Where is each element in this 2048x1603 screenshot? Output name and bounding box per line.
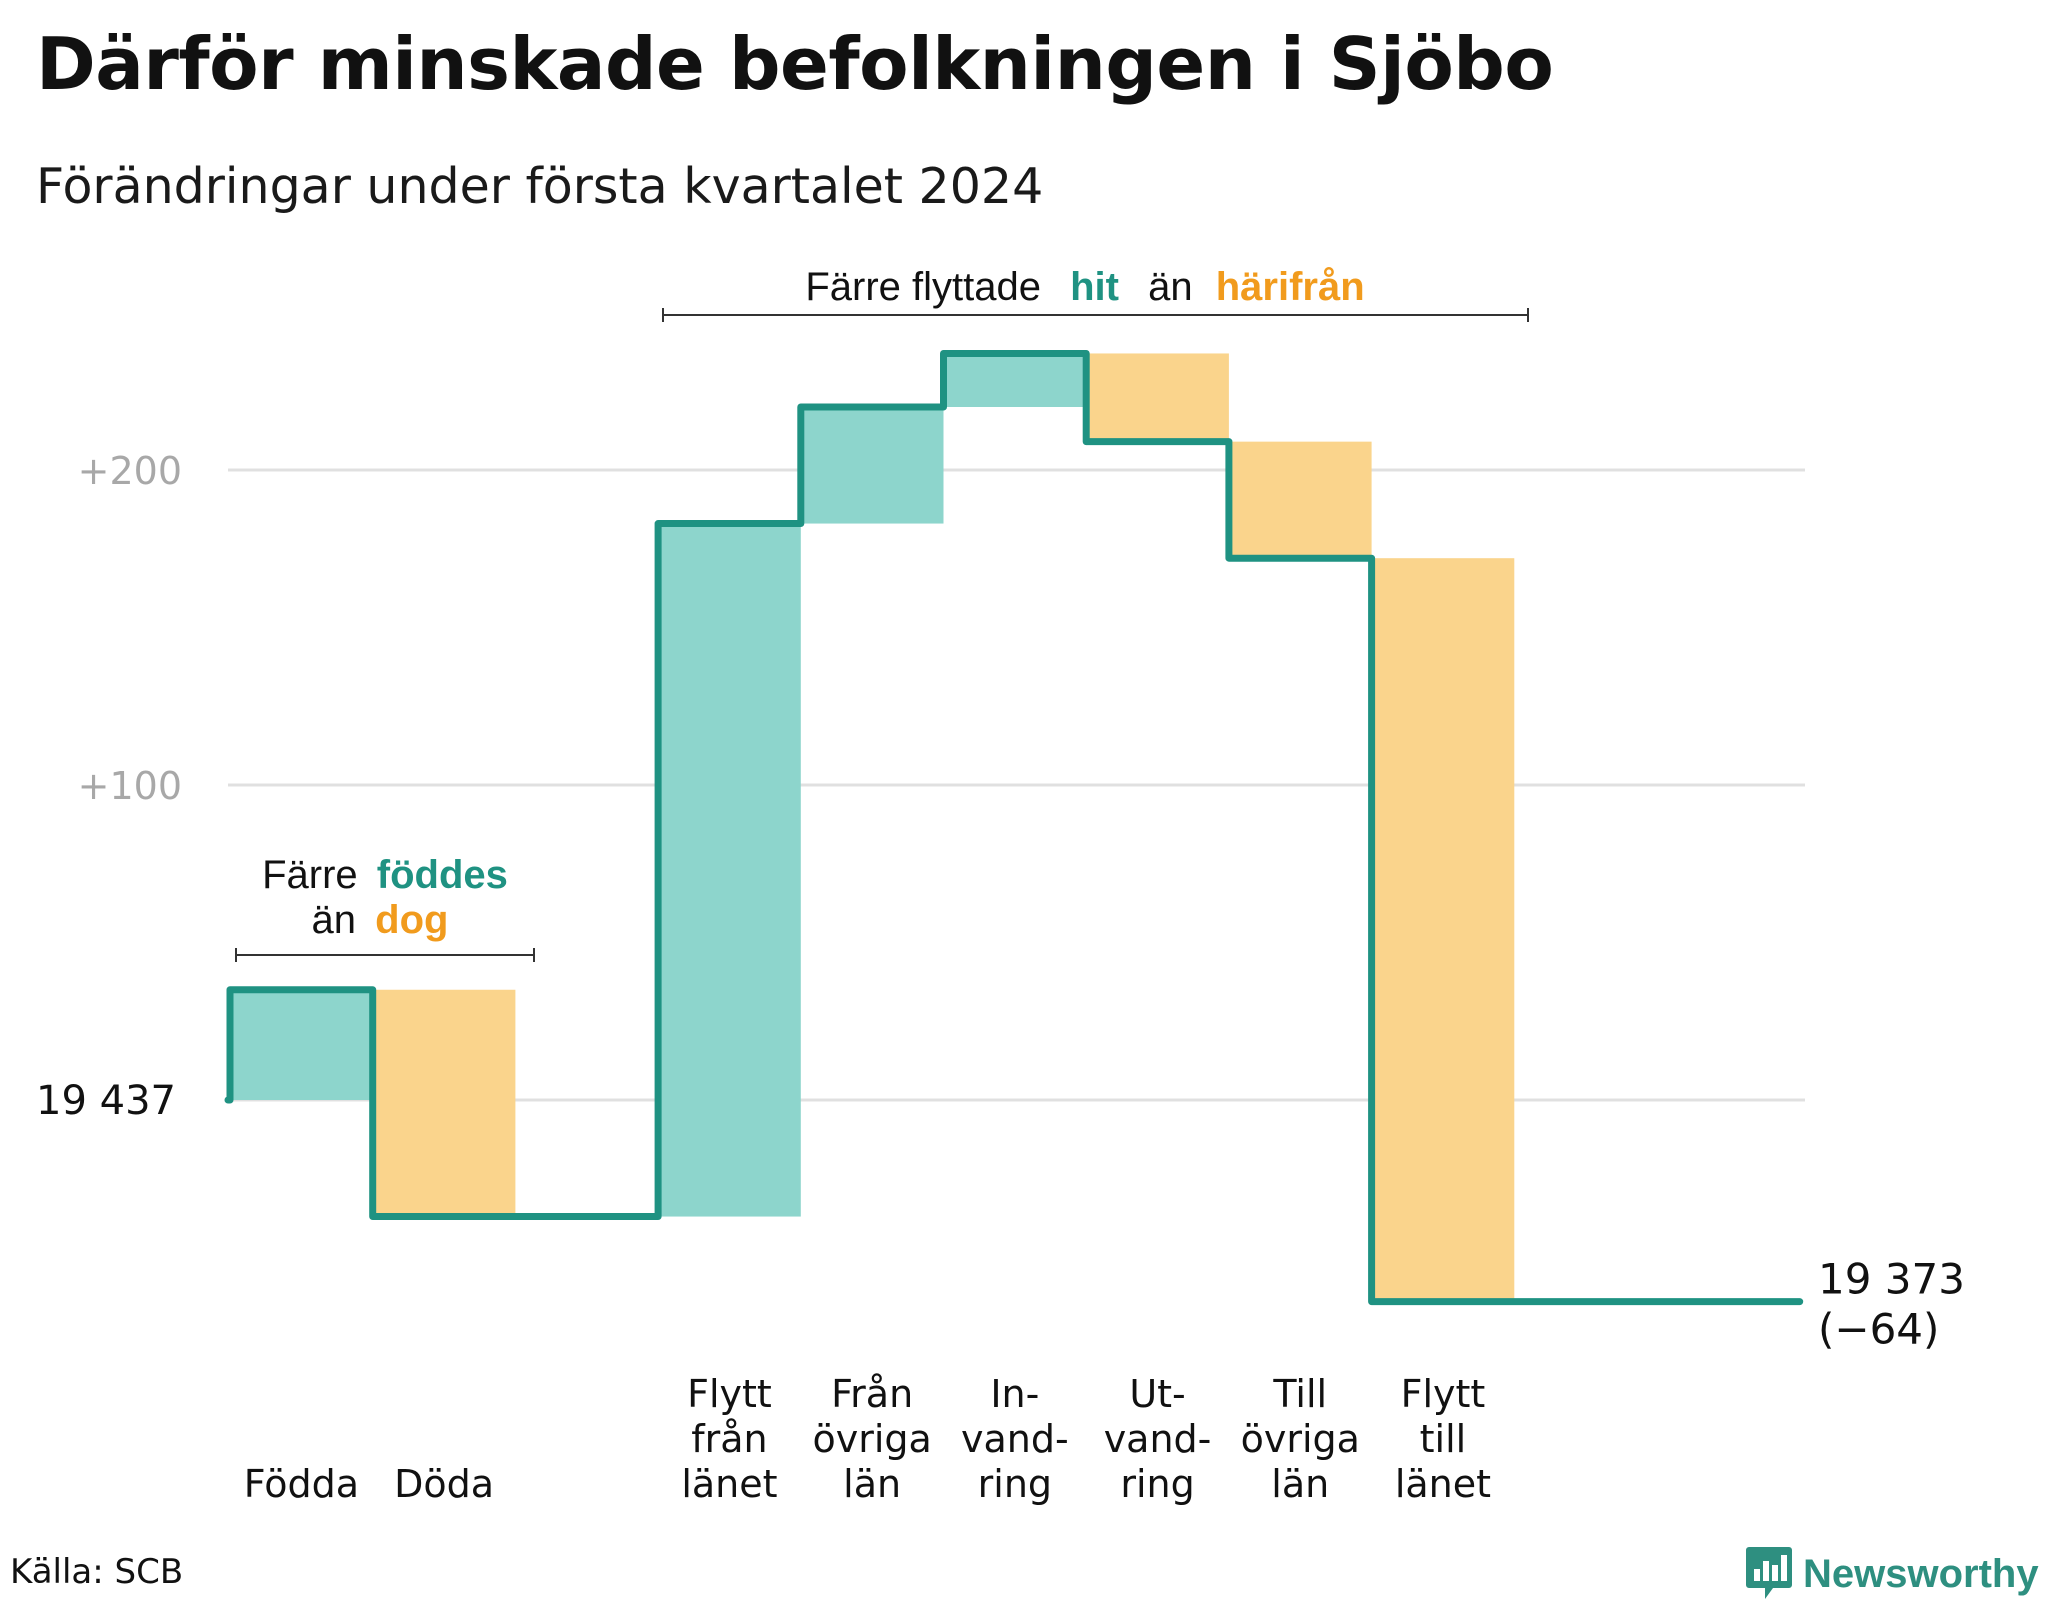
x-category-label: Till [1272, 1372, 1327, 1416]
x-category-label: vand- [961, 1417, 1069, 1461]
brand-logo: Newsworthy [1745, 1545, 2039, 1603]
end-change-label: (−64) [1818, 1305, 1939, 1354]
x-category-label: In- [990, 1372, 1039, 1416]
chart-subtitle: Förändringar under första kvartalet 2024 [36, 158, 1044, 215]
x-category-label: vand- [1104, 1417, 1212, 1461]
decrease-bar [372, 989, 516, 1217]
x-category-label: Flytt [687, 1372, 772, 1416]
x-category-label: Födda [244, 1462, 359, 1506]
x-category-label: Döda [394, 1462, 494, 1506]
cumulative-step-line [224, 349, 1804, 1306]
x-category-label: Ut- [1129, 1372, 1185, 1416]
chart-title: Därför minskade befolkningen i Sjöbo [36, 22, 1554, 106]
births-line2-prefix: än [312, 898, 357, 942]
start-value-label: 19 437 [36, 1078, 176, 1124]
y-tick-label: +100 [78, 764, 182, 808]
x-category-label: Flytt [1401, 1372, 1486, 1416]
migration-prefix: Färre flyttade [805, 265, 1041, 309]
births-hit-word: föddes [377, 853, 508, 897]
migration-away-word: härifrån [1216, 265, 1365, 309]
x-category-label: ring [1120, 1462, 1194, 1506]
x-category-label: från [691, 1417, 767, 1461]
increase-bar [943, 353, 1087, 407]
x-category-label: övriga [1241, 1417, 1360, 1461]
x-category-label: län [843, 1462, 901, 1506]
x-category-label: länet [681, 1462, 777, 1506]
x-category-label: län [1271, 1462, 1329, 1506]
migration-mid: än [1148, 265, 1193, 309]
births-annotation-line1: Färre föddes [262, 853, 508, 897]
end-value-label: 19 373 [1818, 1255, 1965, 1304]
migration-annotation: Färre flyttade hit än härifrån [805, 265, 1364, 309]
decrease-bar [1228, 441, 1372, 559]
decrease-bar [1086, 353, 1229, 442]
newsworthy-logo-icon [1746, 1547, 1792, 1599]
increase-bar [800, 407, 944, 524]
x-category-label: länet [1395, 1462, 1491, 1506]
births-prefix: Färre [262, 853, 358, 897]
births-away-word: dog [375, 898, 448, 942]
brand-name: Newsworthy [1803, 1551, 2039, 1596]
decrease-bar [1371, 558, 1515, 1302]
source-note: Källa: SCB [10, 1552, 184, 1592]
x-category-label: ring [978, 1462, 1052, 1506]
x-category-label: Från [831, 1372, 913, 1416]
x-category-label: till [1420, 1417, 1467, 1461]
migration-hit-word: hit [1070, 265, 1119, 309]
increase-bar [658, 523, 801, 1217]
y-tick-label: +200 [78, 449, 182, 493]
births-annotation-line2: än dog [312, 898, 449, 942]
x-category-label: övriga [812, 1417, 931, 1461]
increase-bar [230, 989, 373, 1100]
